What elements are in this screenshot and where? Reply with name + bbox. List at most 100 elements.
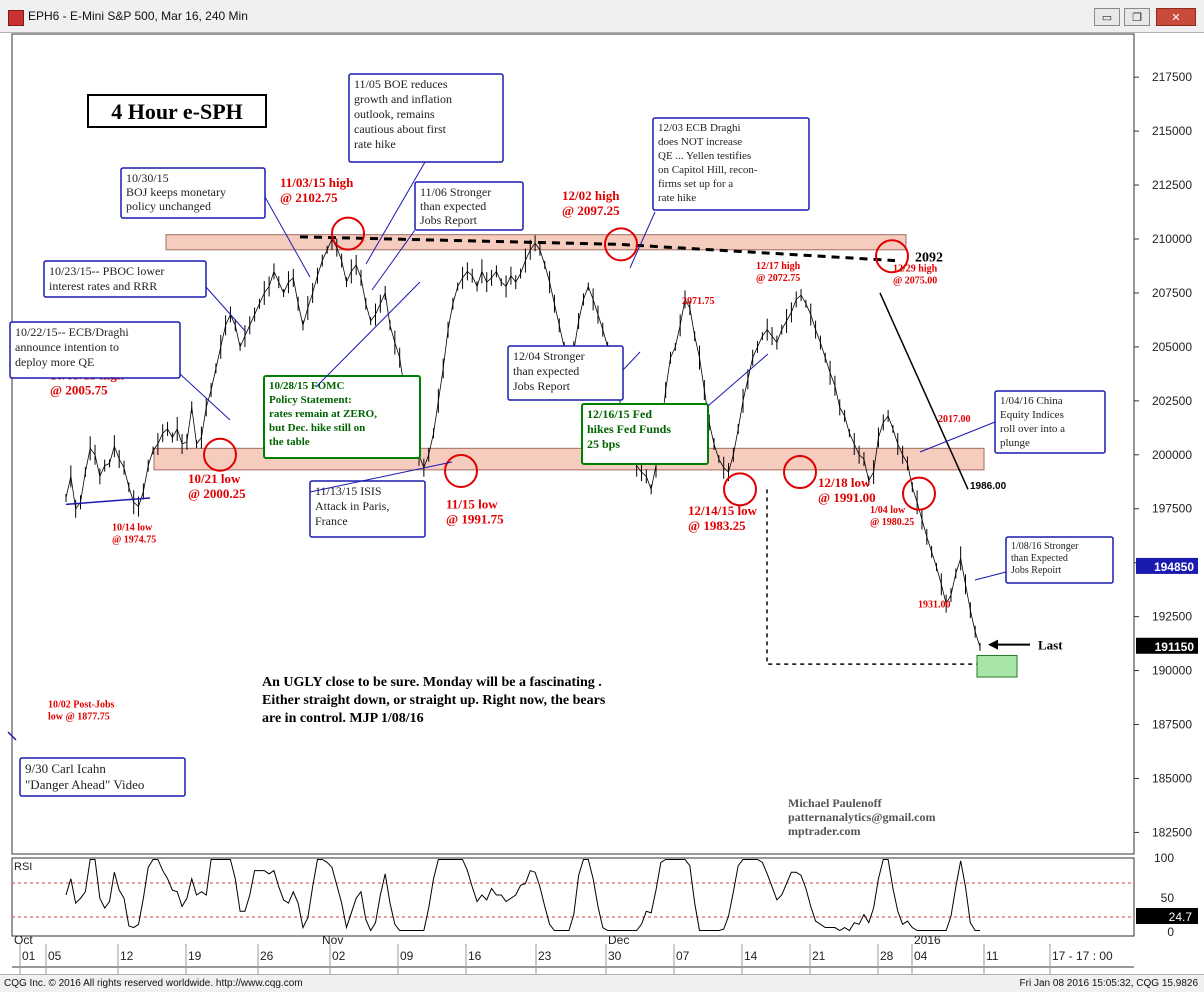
y-tick-label: 205000 bbox=[1152, 340, 1192, 354]
y-tick-label: 185000 bbox=[1152, 771, 1192, 785]
ann-icahn-box bbox=[19, 757, 186, 797]
commentary-text: An UGLY close to be sure. Monday will be… bbox=[262, 675, 606, 726]
connector-line bbox=[309, 461, 453, 493]
rsi-label: RSI bbox=[14, 861, 32, 873]
minimize-button[interactable]: ▭ bbox=[1094, 8, 1120, 26]
ann-nov05-text: 11/05 BOE reduces growth and inflation out… bbox=[354, 77, 452, 151]
rsi-line bbox=[65, 858, 980, 932]
y-tick-label: 207500 bbox=[1152, 286, 1192, 300]
connector-line bbox=[629, 211, 656, 269]
x-tick-label: 19 bbox=[188, 949, 202, 963]
month-label: Dec bbox=[608, 933, 629, 947]
author-credit: Michael Paulenoff patternanalytics@gmail.… bbox=[788, 796, 935, 838]
y-tick-label: 190000 bbox=[1152, 664, 1192, 678]
connector-line bbox=[264, 196, 311, 278]
last-price-box bbox=[1136, 637, 1198, 654]
note-2071: 2071.75 bbox=[682, 296, 715, 307]
current-price-box bbox=[1136, 557, 1198, 574]
connector-line bbox=[707, 353, 769, 407]
copyright-text: CQG Inc. © 2016 All rights reserved worl… bbox=[4, 978, 303, 989]
note-oct02: 10/02 Post-Jobs low @ 1877.75 bbox=[48, 699, 115, 722]
ann-oct23-text: 10/23/15-- PBOC lower interest rates and … bbox=[49, 264, 164, 293]
restore-button[interactable]: ❐ bbox=[1124, 8, 1150, 26]
ann-dec04-text: 12/04 Stronger than expected Jobs Report bbox=[513, 349, 585, 393]
ann-dec03-text: 12/03 ECB Draghi does NOT increase QE ... … bbox=[658, 122, 758, 204]
oct-low-line bbox=[65, 497, 151, 506]
window-title: EPH6 - E-Mini S&P 500, Mar 16, 240 Min bbox=[28, 9, 248, 23]
current-price-box-label: 194850 bbox=[1154, 560, 1194, 574]
ann-jan04-text: 1/04/16 China Equity Indices roll over int… bbox=[1000, 395, 1065, 449]
ann-nov13-box bbox=[309, 480, 426, 538]
timestamp-text: Fri Jan 08 2016 15:05:32, CQG 15.9826 bbox=[1019, 978, 1198, 989]
ann-oct28-text: 10/28/15 FOMC Policy Statement: rates rema… bbox=[269, 380, 377, 448]
connector-line bbox=[919, 421, 996, 453]
last-arrow-head bbox=[988, 639, 998, 650]
y-tick-label: 217500 bbox=[1152, 70, 1192, 84]
ann-jan08-box bbox=[1005, 536, 1114, 584]
chart-frame: 217500 215000 212500 210000 207500 205000 2025… bbox=[0, 32, 1204, 976]
highlight-circle bbox=[783, 455, 817, 490]
close-button[interactable]: ✕ bbox=[1156, 8, 1196, 26]
note-nov03: 11/03/15 high @ 2102.75 bbox=[280, 175, 354, 205]
month-label: Nov bbox=[322, 933, 343, 947]
y-tick-label: 187500 bbox=[1152, 718, 1192, 732]
rsi-value-label: 24.7 bbox=[1169, 910, 1193, 924]
icahn-arrow bbox=[7, 731, 17, 741]
ann-nov05-box bbox=[348, 73, 504, 163]
chart-title: 4 Hour e-SPH bbox=[111, 99, 243, 124]
x-tick-label: 26 bbox=[260, 949, 274, 963]
rsi-tick-label: 50 bbox=[1161, 891, 1175, 905]
note-dec29: 12/29 high @ 2075.00 bbox=[893, 263, 938, 286]
ann-oct30-text: 10/30/15 BOJ keeps monetary policy unchang… bbox=[126, 171, 226, 213]
level-1986-label: 1986.00 bbox=[970, 481, 1007, 492]
highlight-circle bbox=[723, 472, 757, 507]
connector-line bbox=[974, 571, 1007, 581]
highlight-circle bbox=[203, 437, 237, 472]
ann-oct22-box bbox=[9, 321, 181, 379]
ann-oct22-text: 10/22/15-- ECB/Draghi announce intention … bbox=[15, 325, 129, 369]
connector-line bbox=[205, 286, 247, 333]
price-chart[interactable]: 217500 215000 212500 210000 207500 205000 2025… bbox=[0, 32, 1204, 976]
note-oct14: 10/14 low @ 1974.75 bbox=[112, 522, 156, 545]
note-2017: 2017.00 bbox=[938, 414, 971, 425]
ann-dec03-box bbox=[652, 117, 810, 211]
ann-nov06-text: 11/06 Stronger than expected Jobs Report bbox=[420, 185, 491, 227]
last-price-box-label: 191150 bbox=[1155, 640, 1195, 654]
y-tick-label: 200000 bbox=[1152, 448, 1192, 462]
month-label: Oct bbox=[14, 933, 33, 947]
ann-icahn-text: 9/30 Carl Icahn "Danger Ahead" Video bbox=[25, 761, 144, 792]
x-tick-label: 12 bbox=[120, 949, 134, 963]
x-tick-label: 14 bbox=[744, 949, 758, 963]
x-tick-label: 04 bbox=[914, 949, 928, 963]
x-tick-label: 23 bbox=[538, 949, 552, 963]
y-tick-label: 182500 bbox=[1152, 825, 1192, 839]
note-dec18: 12/18 low @ 1991.00 bbox=[818, 475, 876, 505]
x-tick-label: 28 bbox=[880, 949, 894, 963]
rsi-tick-label: 100 bbox=[1154, 851, 1174, 865]
resistance-zone bbox=[165, 234, 907, 251]
rsi-border bbox=[11, 857, 1135, 937]
chart-title-box bbox=[87, 94, 267, 128]
last-label: Last bbox=[1038, 638, 1063, 653]
x-tick-label: 17 - 17 : 00 bbox=[1052, 949, 1113, 963]
x-tick-label: 16 bbox=[468, 949, 482, 963]
y-tick-label: 192500 bbox=[1152, 610, 1192, 624]
y-tick-label: 212500 bbox=[1152, 178, 1192, 192]
highlight-circle bbox=[604, 227, 638, 262]
plot-border bbox=[11, 33, 1135, 855]
connector-line bbox=[622, 351, 641, 371]
ann-oct30-box bbox=[120, 167, 266, 219]
x-tick-label: 21 bbox=[812, 949, 826, 963]
connector-line bbox=[315, 281, 421, 388]
level-2092-label: 2092 bbox=[915, 250, 943, 265]
price-line bbox=[65, 238, 981, 647]
note-dec14: 12/14/15 low @ 1983.25 bbox=[688, 503, 758, 533]
ann-nov06-box bbox=[414, 181, 524, 231]
x-tick-label: 05 bbox=[48, 949, 62, 963]
x-tick-label: 11 bbox=[986, 949, 999, 963]
y-tick-label: 210000 bbox=[1152, 232, 1192, 246]
y-tick-label: 202500 bbox=[1152, 394, 1192, 408]
rsi-value-box bbox=[1136, 908, 1198, 924]
rsi-tick-label: 0 bbox=[1167, 925, 1174, 939]
note-jan04: 1/04 low @ 1980.25 bbox=[870, 505, 914, 528]
